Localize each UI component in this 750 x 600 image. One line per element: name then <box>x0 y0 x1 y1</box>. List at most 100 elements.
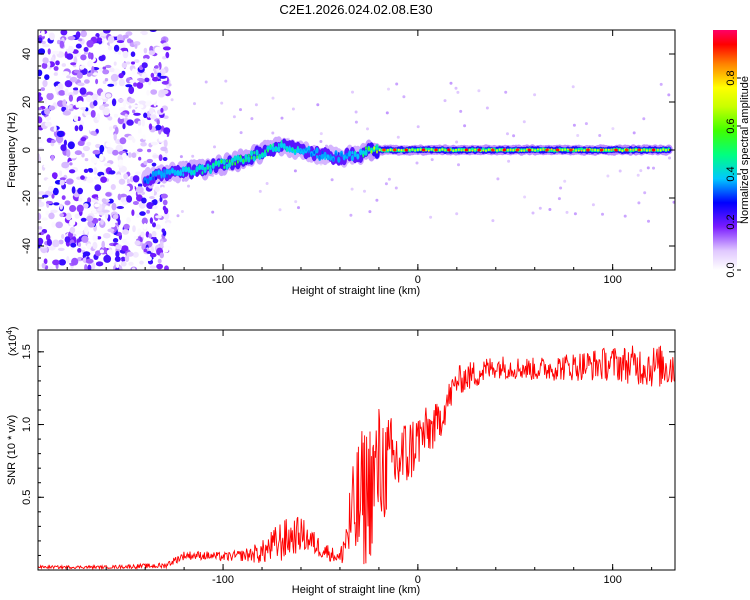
noise-speckle <box>133 235 138 240</box>
ridge-cell <box>507 148 509 151</box>
noise-speckle <box>150 141 158 146</box>
noise-speckle <box>137 183 143 187</box>
ridge-cell <box>580 149 583 152</box>
ridge-peak <box>586 148 590 152</box>
ridge-cell <box>537 148 539 151</box>
colorbar-tick-label: 0.6 <box>725 118 737 133</box>
noise-speckle <box>53 72 58 76</box>
noise-speckle <box>113 214 119 220</box>
ridge-cell <box>558 148 561 152</box>
ridge-cell <box>149 174 153 181</box>
noise-speckle <box>131 61 135 65</box>
spectrogram-x-tick-label: -100 <box>212 274 234 286</box>
noise-speckle <box>144 77 150 83</box>
noise-speckle <box>42 57 49 64</box>
noise-speckle <box>140 141 147 147</box>
snr-y-tick-label: 0.5 <box>21 490 33 505</box>
noise-speckle <box>59 177 66 181</box>
noise-speckle <box>99 98 104 106</box>
ridge-cell <box>182 173 185 177</box>
noise-speckle <box>44 108 51 115</box>
noise-speckle <box>449 81 453 85</box>
noise-speckle <box>126 251 134 257</box>
noise-speckle <box>83 168 89 173</box>
noise-speckle <box>623 214 627 218</box>
ridge-cell <box>463 149 466 152</box>
ridge-cell <box>217 163 220 168</box>
colorbar-tick-label: 0.0 <box>725 262 737 277</box>
noise-speckle <box>294 200 298 204</box>
noise-speckle <box>61 161 70 169</box>
noise-speckle <box>99 105 105 111</box>
noise-speckle <box>90 156 98 164</box>
noise-speckle <box>72 49 79 54</box>
noise-speckle <box>92 149 101 155</box>
ridge-cell <box>332 157 335 162</box>
ridge-cell <box>279 142 284 149</box>
noise-speckle <box>38 107 43 111</box>
noise-speckle <box>149 253 157 258</box>
noise-speckle <box>143 223 147 230</box>
ridge-cell <box>305 147 307 151</box>
ridge-cell <box>359 151 362 156</box>
noise-speckle <box>107 45 113 51</box>
noise-speckle <box>51 221 56 228</box>
spectrogram-x-tick-label: 0 <box>415 274 421 286</box>
noise-speckle <box>71 257 79 266</box>
noise-speckle <box>116 40 125 44</box>
ridge-cell <box>534 149 536 152</box>
noise-speckle <box>120 256 126 262</box>
noise-speckle <box>58 259 66 266</box>
noise-speckle <box>316 103 320 107</box>
ridge-cell <box>247 153 250 158</box>
noise-speckle <box>116 34 124 42</box>
noise-speckle <box>601 212 604 216</box>
noise-speckle <box>141 72 148 79</box>
noise-speckle <box>224 79 228 83</box>
noise-speckle <box>80 217 87 222</box>
ridge-cell <box>520 149 523 152</box>
noise-speckle <box>117 218 121 226</box>
noise-speckle <box>141 217 148 225</box>
noise-speckle <box>140 30 148 36</box>
ridge-cell <box>662 148 665 151</box>
ridge-cell <box>168 169 171 174</box>
noise-speckle <box>112 81 118 86</box>
noise-speckle <box>83 203 89 209</box>
ridge-peak <box>447 148 451 152</box>
noise-speckle <box>118 178 126 185</box>
noise-speckle <box>126 217 131 224</box>
noise-speckle <box>165 222 171 229</box>
snr-multiplier-exp: 4 <box>5 330 14 335</box>
ridge-cell <box>258 154 261 158</box>
noise-speckle <box>40 87 45 91</box>
noise-speckle <box>91 209 97 214</box>
noise-speckle <box>104 211 109 220</box>
noise-speckle <box>652 166 655 170</box>
figure-title: C2E1.2026.024.02.08.E30 <box>279 2 432 17</box>
snr-marks <box>38 345 675 570</box>
spectrogram-y-tick-label: -40 <box>21 238 33 254</box>
noise-speckle <box>456 90 460 94</box>
noise-speckle <box>149 107 154 115</box>
noise-speckle <box>88 169 94 173</box>
noise-speckle <box>141 119 145 127</box>
ridge-cell <box>272 143 275 147</box>
noise-speckle <box>232 115 236 119</box>
noise-speckle <box>150 246 154 253</box>
noise-speckle <box>75 230 83 235</box>
noise-speckle <box>136 186 144 194</box>
ridge-cell <box>430 148 433 151</box>
noise-speckle <box>145 101 152 107</box>
ridge-cell <box>231 162 234 166</box>
noise-speckle <box>69 205 77 212</box>
noise-speckle <box>149 265 156 269</box>
noise-speckle <box>395 82 399 86</box>
noise-speckle <box>606 174 610 178</box>
noise-speckle <box>77 116 81 122</box>
noise-speckle <box>110 222 116 228</box>
ridge-cell <box>542 148 545 151</box>
noise-speckle <box>69 219 76 227</box>
noise-speckle <box>101 198 107 204</box>
noise-speckle <box>250 117 254 121</box>
